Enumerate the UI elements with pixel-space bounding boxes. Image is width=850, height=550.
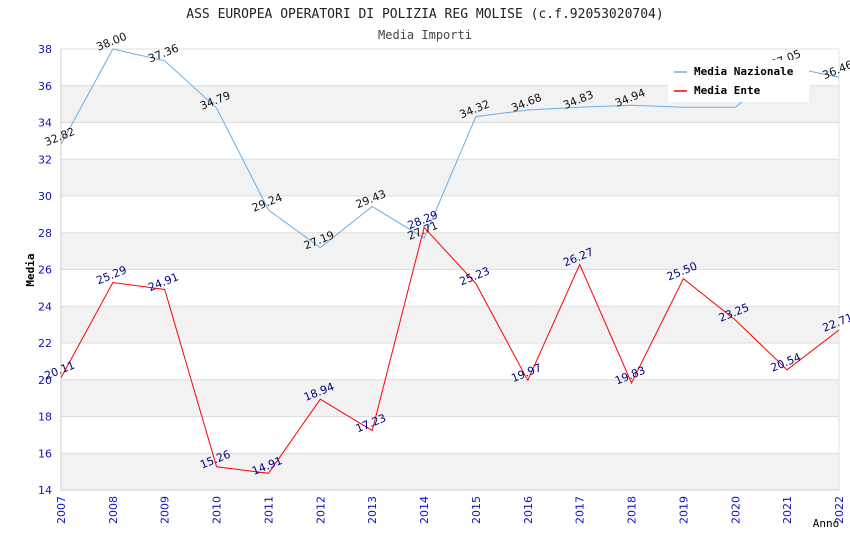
grid-band: [61, 122, 839, 160]
legend-label-nazionale: Media Nazionale: [694, 65, 794, 78]
x-tick-label: 2017: [574, 496, 587, 524]
grid-band: [61, 306, 839, 343]
grid-band: [61, 416, 839, 454]
series-line-ente: [60, 226, 840, 474]
grid-band: [61, 379, 839, 417]
legend-label-ente: Media Ente: [694, 84, 761, 97]
grid-band: [61, 232, 839, 270]
y-tick-label: 38: [38, 43, 52, 56]
x-tick-label: 2020: [729, 496, 742, 524]
x-tick-label: 2007: [55, 496, 68, 524]
grid-band: [61, 453, 839, 490]
legend: Media Nazionale Media Ente: [668, 60, 809, 102]
y-tick-label: 16: [38, 447, 52, 460]
series-lines: [60, 48, 840, 474]
y-tick-label: 32: [38, 153, 52, 166]
x-tick-label: 2010: [211, 496, 224, 524]
y-tick-label: 18: [38, 411, 52, 424]
grid-band: [61, 196, 839, 233]
x-tick-label: 2018: [626, 496, 639, 524]
x-tick-label: 2022: [833, 496, 846, 524]
x-tick-label: 2012: [314, 496, 327, 524]
y-axis-label: Media: [24, 253, 37, 286]
x-tick-label: 2013: [366, 496, 379, 524]
y-tick-label: 22: [38, 337, 52, 350]
grid-band: [61, 269, 839, 307]
y-tick-label: 36: [38, 80, 52, 93]
x-tick-label: 2014: [418, 496, 431, 524]
grid-bands: [61, 49, 839, 490]
x-tick-label: 2021: [781, 496, 794, 524]
chart-subtitle: Media Importi: [378, 28, 472, 42]
legend-box: [668, 60, 809, 102]
y-tick-label: 14: [38, 484, 52, 497]
x-tick-label: 2019: [677, 496, 690, 524]
grid-band: [61, 343, 839, 380]
y-tick-label: 34: [38, 117, 52, 130]
x-tick-label: 2015: [470, 496, 483, 524]
y-tick-label: 24: [38, 300, 52, 313]
y-tick-label: 30: [38, 190, 52, 203]
x-tick-label: 2009: [159, 496, 172, 524]
y-tick-label: 26: [38, 264, 52, 277]
x-tick-label: 2016: [522, 496, 535, 524]
x-tick-label: 2011: [262, 496, 275, 524]
x-tick-label: 2008: [107, 496, 120, 524]
series-line-nazionale: [60, 48, 840, 249]
chart-title: ASS EUROPEA OPERATORI DI POLIZIA REG MOL…: [186, 7, 663, 22]
y-tick-label: 28: [38, 227, 52, 240]
x-axis-label: Anno: [813, 517, 840, 530]
y-tick-label: 20: [38, 374, 52, 387]
axes: [60, 49, 840, 491]
